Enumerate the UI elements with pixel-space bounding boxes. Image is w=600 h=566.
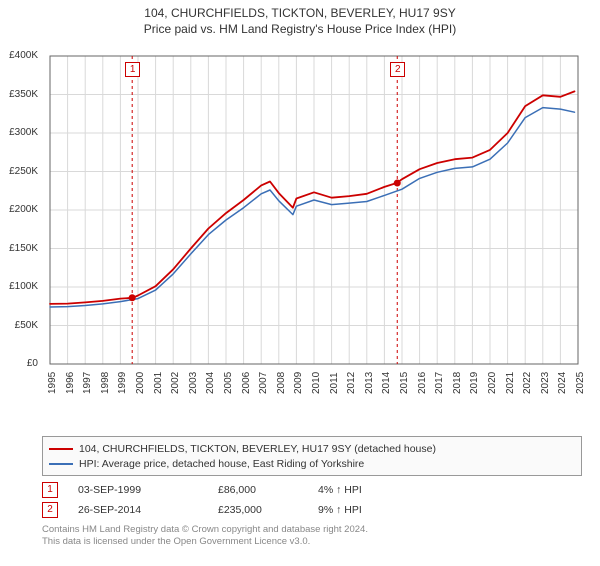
legend-row-property: 104, CHURCHFIELDS, TICKTON, BEVERLEY, HU… [49, 441, 575, 456]
legend-row-hpi: HPI: Average price, detached house, East… [49, 456, 575, 471]
x-axis-label: 2000 [135, 372, 146, 394]
x-axis-label: 1997 [82, 372, 93, 394]
marker-badge-1: 1 [42, 482, 58, 498]
legend-swatch-property [49, 448, 73, 450]
x-axis-label: 2010 [311, 372, 322, 394]
x-axis-label: 2021 [505, 372, 516, 394]
x-axis-label: 1996 [65, 372, 76, 394]
page-title-line1: 104, CHURCHFIELDS, TICKTON, BEVERLEY, HU… [0, 6, 600, 20]
marker-row-1: 1 03-SEP-1999 £86,000 4% ↑ HPI [42, 480, 582, 500]
x-axis-label: 2018 [452, 372, 463, 394]
y-axis-label: £350K [2, 89, 38, 100]
marker-hpi-2: 9% ↑ HPI [318, 504, 418, 516]
x-axis-label: 2020 [487, 372, 498, 394]
x-axis-label: 1999 [117, 372, 128, 394]
footer: Contains HM Land Registry data © Crown c… [42, 524, 582, 549]
x-axis-label: 2023 [540, 372, 551, 394]
x-axis-label: 2022 [522, 372, 533, 394]
x-axis-label: 2002 [170, 372, 181, 394]
x-axis-label: 2014 [381, 372, 392, 394]
page-title-line2: Price paid vs. HM Land Registry's House … [0, 22, 600, 36]
x-axis-label: 2015 [399, 372, 410, 394]
y-axis-label: £300K [2, 127, 38, 138]
markers-table: 1 03-SEP-1999 £86,000 4% ↑ HPI 2 26-SEP-… [42, 480, 582, 520]
x-axis-label: 2003 [188, 372, 199, 394]
x-axis-label: 2013 [364, 372, 375, 394]
chart-area: £0£50K£100K£150K£200K£250K£300K£350K£400… [42, 52, 582, 392]
x-axis-label: 2008 [276, 372, 287, 394]
marker-badge-2: 2 [42, 502, 58, 518]
marker-date-1: 03-SEP-1999 [78, 484, 218, 496]
marker-row-2: 2 26-SEP-2014 £235,000 9% ↑ HPI [42, 500, 582, 520]
x-axis-label: 2019 [469, 372, 480, 394]
x-axis-label: 2025 [575, 372, 586, 394]
y-axis-label: £100K [2, 281, 38, 292]
x-axis-label: 2007 [258, 372, 269, 394]
legend-swatch-hpi [49, 463, 73, 465]
legend-label-hpi: HPI: Average price, detached house, East… [79, 458, 364, 470]
plot-marker-badge-2: 2 [390, 62, 405, 77]
marker-price-2: £235,000 [218, 504, 318, 516]
footer-line1: Contains HM Land Registry data © Crown c… [42, 524, 582, 536]
y-axis-label: £0 [2, 358, 38, 369]
x-axis-label: 2012 [346, 372, 357, 394]
y-axis-label: £250K [2, 166, 38, 177]
marker-date-2: 26-SEP-2014 [78, 504, 218, 516]
plot-marker-badge-1: 1 [125, 62, 140, 77]
legend-box: 104, CHURCHFIELDS, TICKTON, BEVERLEY, HU… [42, 436, 582, 476]
x-axis-label: 2016 [417, 372, 428, 394]
y-axis-label: £50K [2, 320, 38, 331]
legend-label-property: 104, CHURCHFIELDS, TICKTON, BEVERLEY, HU… [79, 443, 436, 455]
x-axis-label: 2004 [205, 372, 216, 394]
x-axis-label: 2006 [241, 372, 252, 394]
x-axis-label: 2009 [293, 372, 304, 394]
y-axis-label: £200K [2, 204, 38, 215]
marker-price-1: £86,000 [218, 484, 318, 496]
y-axis-label: £150K [2, 243, 38, 254]
x-axis-label: 1998 [100, 372, 111, 394]
marker-hpi-1: 4% ↑ HPI [318, 484, 418, 496]
x-axis-label: 2001 [153, 372, 164, 394]
y-axis-label: £400K [2, 50, 38, 61]
x-axis-label: 2005 [223, 372, 234, 394]
x-axis-label: 2017 [434, 372, 445, 394]
x-axis-label: 1995 [47, 372, 58, 394]
x-axis-label: 2024 [557, 372, 568, 394]
footer-line2: This data is licensed under the Open Gov… [42, 536, 582, 548]
x-axis-label: 2011 [329, 372, 340, 394]
